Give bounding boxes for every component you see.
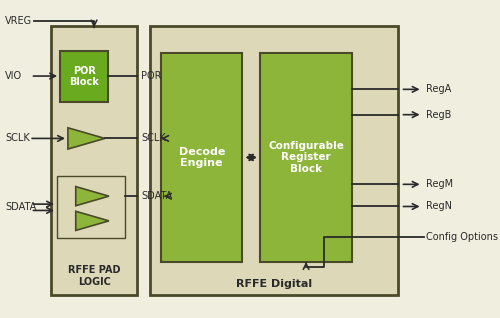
Text: POR: POR <box>142 71 162 81</box>
Text: RegM: RegM <box>426 179 452 189</box>
Polygon shape <box>76 211 109 231</box>
Bar <box>60 51 108 102</box>
Text: RegA: RegA <box>426 84 451 94</box>
Bar <box>150 26 398 295</box>
Text: RegN: RegN <box>426 202 452 211</box>
Bar <box>51 26 137 295</box>
Text: POR
Block: POR Block <box>69 66 99 87</box>
Text: RFFE Digital: RFFE Digital <box>236 280 312 289</box>
Text: SDATA: SDATA <box>142 191 172 201</box>
Text: RegB: RegB <box>426 110 451 120</box>
Text: SDATA: SDATA <box>5 202 36 212</box>
Text: SCLK: SCLK <box>142 134 166 143</box>
Text: Configurable
Register
Block: Configurable Register Block <box>268 141 344 174</box>
Bar <box>260 53 352 262</box>
Text: VREG: VREG <box>5 16 32 26</box>
Text: Decode
Engine: Decode Engine <box>178 147 225 168</box>
Polygon shape <box>68 128 105 149</box>
Bar <box>57 176 125 238</box>
Text: RFFE PAD
LOGIC: RFFE PAD LOGIC <box>68 265 120 287</box>
Text: SCLK: SCLK <box>5 134 30 143</box>
Text: Config Options: Config Options <box>426 232 498 242</box>
Text: VIO: VIO <box>5 71 22 81</box>
Polygon shape <box>76 187 109 206</box>
Bar <box>161 53 242 262</box>
